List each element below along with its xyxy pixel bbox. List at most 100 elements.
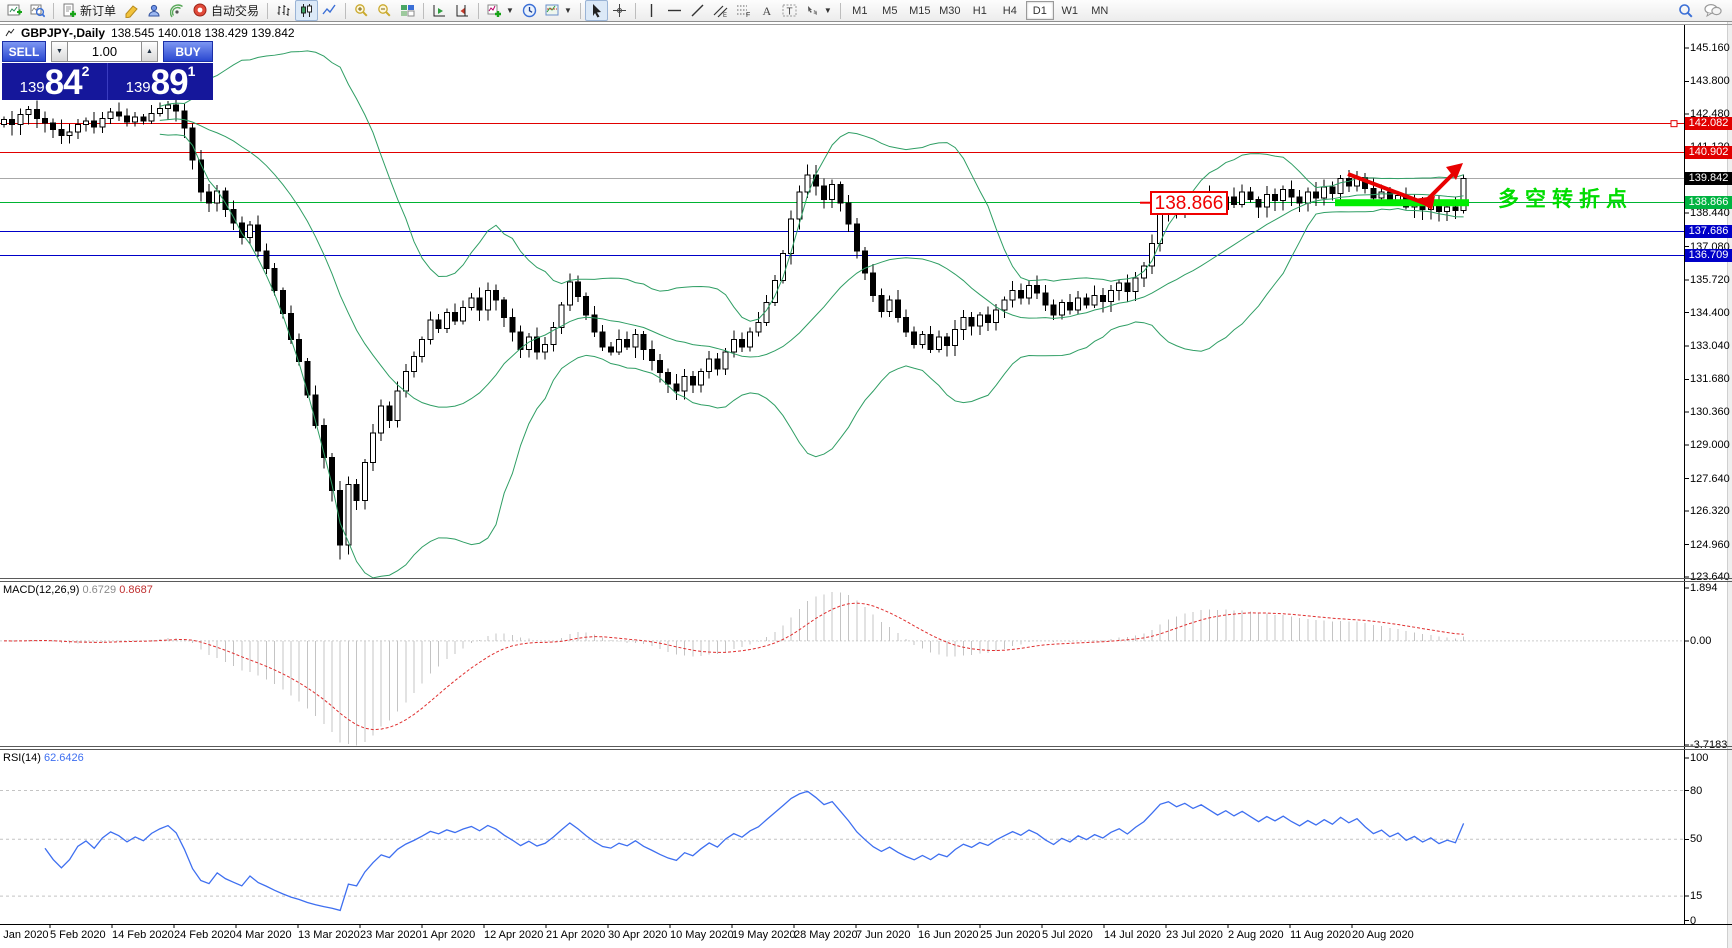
candlestick-chart-button[interactable] [295, 0, 319, 21]
sell-price[interactable]: 139 84 2 [2, 63, 108, 100]
auto-scroll-button[interactable] [428, 0, 451, 21]
chevron-down-icon: ▼ [506, 6, 514, 15]
equidistant-channel-button[interactable]: E [709, 0, 732, 21]
vertical-line-button[interactable] [640, 0, 663, 21]
timeframe-M30[interactable]: M30 [939, 4, 961, 17]
timeframe-MN[interactable]: MN [1091, 4, 1109, 17]
tile-windows-button[interactable] [396, 0, 419, 21]
date-label: 23 Mar 2020 [360, 929, 422, 941]
metaeditor-icon [124, 3, 139, 18]
chat-icon[interactable] [1704, 3, 1722, 19]
zoom-out-icon [377, 3, 392, 18]
date-label: 16 Jun 2020 [918, 929, 979, 941]
svg-text:T: T [786, 7, 792, 18]
metaeditor-button[interactable] [120, 0, 143, 21]
one-click-trading-panel: SELL ▼ ▲ BUY 139 84 2 139 89 1 [2, 41, 213, 100]
indicators-button[interactable]: ▼ [483, 0, 518, 21]
text-label-button[interactable]: T [778, 0, 801, 21]
cursor-button[interactable] [584, 0, 608, 21]
text-label-icon: T [782, 3, 797, 18]
horizontal-line-button[interactable] [663, 0, 686, 21]
date-label: 7 Jun 2020 [856, 929, 911, 941]
line-chart-icon [322, 3, 337, 18]
autotrading-button[interactable]: 自动交易 [189, 0, 263, 21]
date-label: 30 Apr 2020 [608, 929, 668, 941]
profiles-button[interactable] [26, 0, 49, 21]
chart-marker-icon [5, 26, 15, 40]
buy-price-sup: 1 [187, 63, 196, 79]
date-label: 20 Aug 2020 [1352, 929, 1414, 941]
timeframe-D1[interactable]: D1 [1025, 1, 1054, 20]
bar-chart-button[interactable] [272, 0, 295, 21]
chart-shift-icon [455, 3, 470, 18]
buy-button[interactable]: BUY [163, 41, 213, 62]
date-label: 25 Jun 2020 [980, 929, 1041, 941]
level-price-badge: 140.902 [1685, 146, 1732, 160]
date-label: 23 Jul 2020 [1166, 929, 1223, 941]
trendline-button[interactable] [686, 0, 709, 21]
text-button[interactable]: A [755, 0, 778, 21]
templates-button[interactable]: ▼ [541, 0, 576, 21]
buy-price[interactable]: 139 89 1 [108, 63, 213, 100]
buy-price-big: 89 [150, 63, 189, 103]
date-label: 14 Feb 2020 [112, 929, 174, 941]
periods-button[interactable] [518, 0, 541, 21]
chart-title: GBPJPY-,Daily 138.545 140.018 138.429 13… [5, 26, 295, 40]
timeframe-H4[interactable]: H4 [1002, 4, 1017, 17]
rsi-tick: 15 [1690, 890, 1703, 903]
sell-price-prefix: 139 [19, 79, 45, 96]
cursor-icon [589, 3, 604, 18]
price-tick: 142.480 [1690, 107, 1730, 120]
macd-label: MACD(12,26,9) 0.6729 0.8687 [3, 584, 153, 596]
timeframe-M1[interactable]: M1 [852, 4, 868, 17]
equidistant-channel-icon: E [713, 3, 728, 18]
price-tick: 127.640 [1690, 472, 1730, 485]
market-watch-button[interactable] [143, 0, 166, 21]
candlestick-chart-icon [299, 3, 314, 18]
toolbar-separator [478, 2, 480, 19]
ohlc-values: 138.545 140.018 138.429 139.842 [111, 26, 295, 40]
price-tick: 130.360 [1690, 405, 1730, 418]
zoom-out-button[interactable] [373, 0, 396, 21]
support-price-box[interactable]: 138.866 [1150, 191, 1228, 215]
level-price-badge: 136.709 [1685, 249, 1732, 263]
signals-button[interactable] [166, 0, 189, 21]
sell-button[interactable]: SELL [2, 41, 46, 62]
turning-point-note[interactable]: 多空转折点 [1498, 188, 1633, 211]
price-tick: 134.400 [1690, 306, 1730, 319]
pane-splitter[interactable] [0, 581, 1732, 582]
search-icon[interactable] [1678, 3, 1694, 19]
volume-decrease-button[interactable]: ▼ [51, 41, 68, 62]
new-chart-button[interactable] [3, 0, 26, 21]
crosshair-button[interactable] [608, 0, 631, 21]
bid-price-badge: 139.842 [1685, 172, 1732, 186]
svg-text:E: E [723, 13, 727, 18]
macd-tick: 0.00 [1690, 634, 1712, 647]
pane-splitter[interactable] [0, 749, 1732, 750]
main-toolbar: 新订单 自动交易 ▼ ▼ E F A T ▼ [0, 0, 1732, 22]
volume-input[interactable] [68, 41, 141, 62]
zoom-in-button[interactable] [350, 0, 373, 21]
line-chart-button[interactable] [318, 0, 341, 21]
timeframe-M15[interactable]: M15 [909, 4, 931, 17]
volume-increase-button[interactable]: ▲ [141, 41, 158, 62]
price-tick: 143.800 [1690, 75, 1730, 88]
timeframe-W1[interactable]: W1 [1061, 4, 1079, 17]
chart-shift-button[interactable] [451, 0, 474, 21]
pane-splitter[interactable] [0, 578, 1732, 579]
rsi-label: RSI(14) 62.6426 [3, 752, 84, 764]
timeframe-M5[interactable]: M5 [882, 4, 898, 17]
arrows-button[interactable]: ▼ [801, 0, 836, 21]
date-label: 27 Jan 2020 [0, 929, 49, 941]
toolbar-separator [634, 2, 636, 19]
arrows-icon [805, 3, 820, 18]
fibonacci-button[interactable]: F [732, 0, 755, 21]
macd-signal-value: 0.8687 [119, 584, 153, 596]
autotrading-label: 自动交易 [211, 4, 260, 18]
crosshair-icon [612, 3, 627, 18]
pane-splitter[interactable] [0, 746, 1732, 747]
new-order-button[interactable]: 新订单 [58, 0, 120, 21]
timeframe-H1[interactable]: H1 [972, 4, 987, 17]
